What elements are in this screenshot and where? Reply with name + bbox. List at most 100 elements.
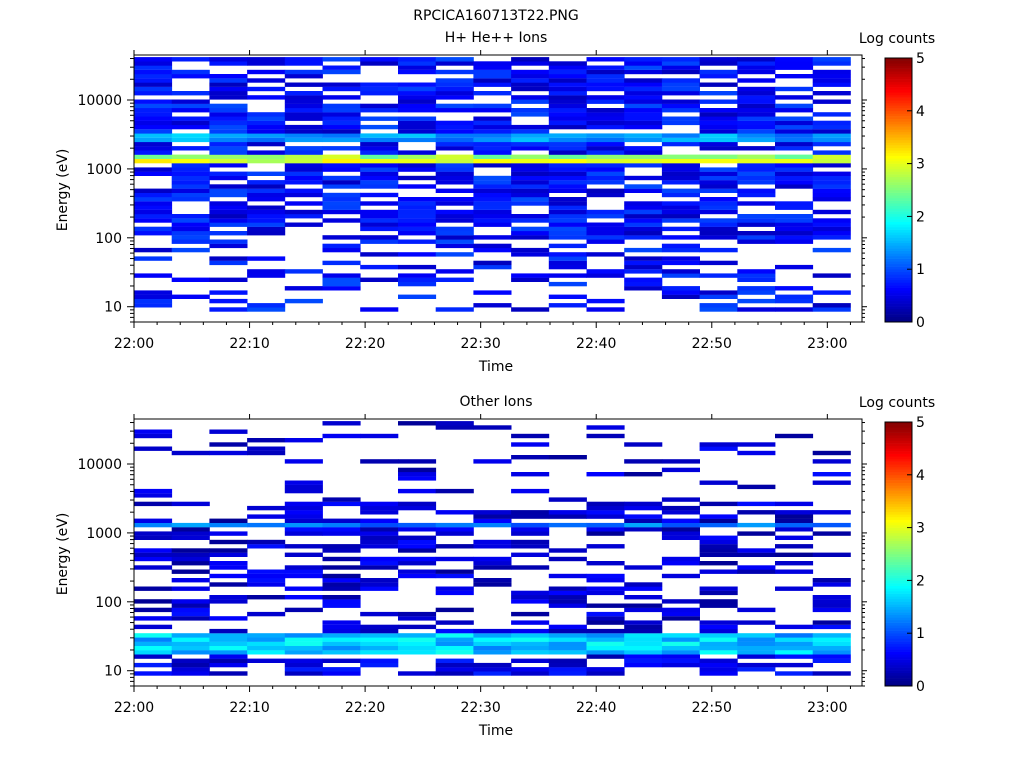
heatmap-cell [812, 671, 851, 676]
heatmap-cell [360, 137, 399, 143]
heatmap-cell [624, 522, 663, 528]
heatmap-cell [775, 298, 814, 304]
heatmap-cell [209, 637, 248, 642]
heatmap-cell [209, 120, 248, 126]
heatmap-cell [209, 103, 248, 109]
heatmap-cell [435, 544, 474, 549]
heatmap-cell [511, 633, 550, 638]
colorbar-segment [885, 643, 912, 647]
colorbar-segment [885, 160, 912, 164]
colorbar-segment [885, 279, 912, 283]
heatmap-cell [171, 171, 210, 176]
heatmap-cell [737, 180, 776, 185]
heatmap-cell [586, 167, 625, 172]
heatmap-cell [661, 226, 700, 232]
heatmap-cells [134, 57, 851, 312]
colorbar-segment [885, 153, 912, 156]
heatmap-cell [360, 307, 399, 312]
heatmap-cell [322, 599, 361, 604]
colorbar-segment [885, 564, 912, 568]
heatmap-cell [586, 522, 625, 528]
colorbar-segment [885, 240, 912, 244]
heatmap-cell [737, 137, 776, 143]
colorbar-segment [885, 606, 912, 610]
heatmap-cell [435, 137, 474, 143]
heatmap-cell [473, 561, 512, 566]
heatmap-cell [360, 141, 399, 147]
heatmap-cell [284, 595, 323, 600]
heatmap-cell [586, 273, 625, 278]
heatmap-cell [171, 535, 210, 540]
heatmap-cell [322, 82, 361, 87]
heatmap-cell [661, 82, 700, 87]
heatmap-cell [435, 556, 474, 562]
heatmap-cell [699, 667, 738, 672]
heatmap-cell [699, 561, 738, 566]
heatmap-cell [812, 578, 851, 583]
heatmap-cell [699, 201, 738, 206]
colorbar-segment [885, 561, 912, 565]
heatmap-cell [812, 171, 851, 176]
heatmap-cell [548, 205, 587, 210]
heatmap-cell [661, 91, 700, 96]
x-tick-label: 22:50 [692, 336, 732, 352]
heatmap-cell [284, 146, 323, 151]
colorbar-segment [885, 524, 912, 528]
heatmap-cell [586, 188, 625, 193]
heatmap-cell [360, 582, 399, 587]
heatmap-cell [171, 108, 210, 113]
heatmap-cell [699, 514, 738, 519]
heatmap-cell [548, 167, 587, 172]
heatmap-cell [171, 99, 210, 104]
heatmap-cell [775, 201, 814, 206]
heatmap-cell [247, 539, 286, 545]
heatmap-cell [624, 222, 663, 227]
heatmap-cell [360, 501, 399, 507]
heatmap-cell [586, 192, 625, 198]
heatmap-cell [586, 561, 625, 566]
heatmap-cell [322, 650, 361, 655]
heatmap-cell [247, 137, 286, 143]
heatmap-cell [360, 226, 399, 232]
heatmap-cell [624, 281, 663, 287]
colorbar-segment [885, 150, 912, 154]
heatmap-cell [322, 86, 361, 92]
heatmap-cell [548, 514, 587, 519]
heatmap-cell [699, 133, 738, 138]
heatmap-cell [284, 95, 323, 100]
heatmap-cell [661, 260, 700, 266]
heatmap-cell [812, 163, 851, 168]
heatmap-cell [812, 637, 851, 642]
heatmap-cell [134, 633, 173, 638]
heatmap-cell [398, 467, 437, 473]
heatmap-cell [171, 158, 210, 164]
heatmap-cell [435, 662, 474, 668]
heatmap-cell [699, 586, 738, 591]
colorbar-segment [885, 163, 912, 167]
heatmap-cell [435, 637, 474, 642]
colorbar-tick-label: 2 [916, 209, 925, 225]
heatmap-cell [134, 86, 173, 92]
y-tick-label: 10000 [77, 457, 122, 473]
heatmap-cell [699, 82, 738, 87]
y-tick-label: 10 [104, 664, 122, 680]
heatmap-cell [737, 607, 776, 613]
heatmap-cell [284, 91, 323, 96]
heatmap-cell [473, 290, 512, 295]
heatmap-cell [134, 522, 173, 528]
heatmap-cell [511, 192, 550, 198]
heatmap-cell [435, 252, 474, 257]
colorbar-segment [885, 84, 912, 88]
colorbar-segment [885, 464, 912, 468]
colorbar-segment [885, 60, 912, 64]
heatmap-cell [134, 226, 173, 232]
heatmap-cell [548, 61, 587, 66]
heatmap-cell [548, 256, 587, 261]
heatmap-cell [360, 91, 399, 96]
heatmap-cell [284, 116, 323, 121]
heatmap-cell [247, 86, 286, 92]
heatmap-cell [661, 158, 700, 164]
heatmap-cell [360, 184, 399, 189]
heatmap-cell [209, 277, 248, 282]
heatmap-cell [775, 514, 814, 519]
